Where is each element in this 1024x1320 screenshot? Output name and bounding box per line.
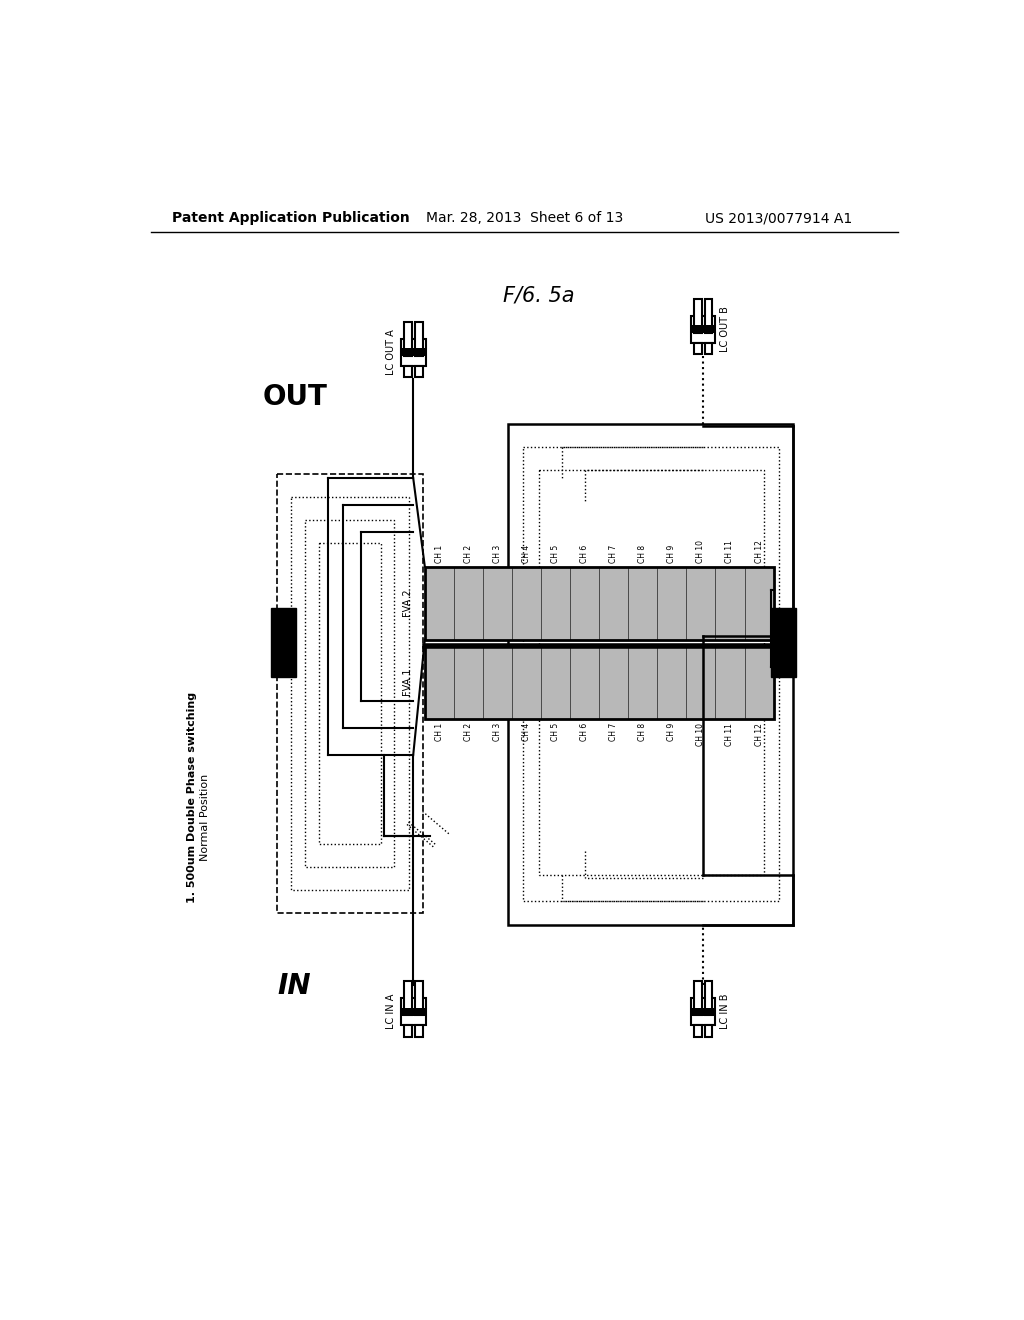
Bar — [415, 981, 423, 1015]
Text: CH 2: CH 2 — [464, 723, 473, 741]
Bar — [523, 447, 779, 902]
Text: CH 8: CH 8 — [638, 723, 647, 741]
Text: IN: IN — [278, 972, 311, 1001]
Bar — [693, 1026, 701, 1036]
Text: LC IN A: LC IN A — [386, 994, 396, 1030]
Bar — [690, 1007, 716, 1015]
Bar — [693, 981, 701, 1015]
Bar — [415, 1026, 423, 1036]
Text: CH 10: CH 10 — [696, 723, 706, 746]
Text: CH 4: CH 4 — [522, 544, 531, 562]
Bar — [400, 339, 426, 366]
Bar — [539, 470, 764, 874]
Text: CH 10: CH 10 — [696, 540, 706, 562]
Text: Patent Application Publication: Patent Application Publication — [172, 211, 410, 226]
Text: CH 3: CH 3 — [493, 723, 502, 741]
Text: OUT: OUT — [262, 383, 327, 411]
Bar — [415, 322, 423, 356]
Bar — [690, 998, 716, 1026]
Text: CH 7: CH 7 — [609, 723, 618, 741]
Bar — [693, 343, 701, 354]
Bar — [705, 343, 713, 354]
Bar — [425, 566, 773, 640]
Text: LC OUT A: LC OUT A — [386, 330, 396, 375]
Bar — [403, 366, 412, 378]
Bar — [271, 609, 296, 677]
Text: FVA 2: FVA 2 — [402, 589, 413, 616]
Text: CH 5: CH 5 — [551, 544, 560, 562]
Text: CH 6: CH 6 — [581, 723, 589, 741]
Text: CH 7: CH 7 — [609, 544, 618, 562]
Text: CH 5: CH 5 — [551, 723, 560, 741]
Text: CH 1: CH 1 — [435, 723, 443, 741]
Bar — [403, 322, 412, 356]
Text: CH 1: CH 1 — [435, 545, 443, 562]
Bar — [400, 348, 426, 356]
Bar — [415, 366, 423, 378]
Text: Normal Position: Normal Position — [201, 774, 211, 861]
Text: LC OUT B: LC OUT B — [720, 306, 730, 352]
Bar — [690, 315, 716, 343]
Bar — [705, 298, 713, 333]
Bar — [508, 424, 793, 924]
Bar — [705, 1026, 713, 1036]
Text: CH 11: CH 11 — [725, 540, 734, 562]
Bar — [403, 981, 412, 1015]
Bar — [771, 609, 796, 677]
Bar — [693, 298, 701, 333]
Bar — [400, 1007, 426, 1015]
Bar — [291, 498, 409, 890]
Text: CH 12: CH 12 — [755, 540, 764, 562]
Text: CH 12: CH 12 — [755, 723, 764, 746]
Bar — [305, 520, 394, 867]
Text: CH 3: CH 3 — [493, 544, 502, 562]
Text: 1. 500um Double Phase switching: 1. 500um Double Phase switching — [186, 692, 197, 903]
Text: FVA 1: FVA 1 — [402, 669, 413, 696]
Bar — [705, 981, 713, 1015]
Bar — [318, 544, 381, 843]
Bar — [403, 1026, 412, 1036]
Text: CH 9: CH 9 — [668, 723, 677, 741]
Text: CH 8: CH 8 — [638, 545, 647, 562]
Text: LC IN B: LC IN B — [720, 994, 730, 1030]
Bar — [276, 474, 423, 913]
Text: F/6. 5a: F/6. 5a — [503, 285, 574, 305]
Text: CH 6: CH 6 — [581, 544, 589, 562]
Text: US 2013/0077914 A1: US 2013/0077914 A1 — [706, 211, 853, 226]
Bar — [425, 645, 773, 719]
Text: CH 2: CH 2 — [464, 545, 473, 562]
Text: CH 11: CH 11 — [725, 723, 734, 746]
Text: Mar. 28, 2013  Sheet 6 of 13: Mar. 28, 2013 Sheet 6 of 13 — [426, 211, 624, 226]
Text: CH 4: CH 4 — [522, 723, 531, 741]
Bar — [400, 998, 426, 1026]
Text: CH 9: CH 9 — [668, 544, 677, 562]
Bar — [690, 325, 716, 334]
